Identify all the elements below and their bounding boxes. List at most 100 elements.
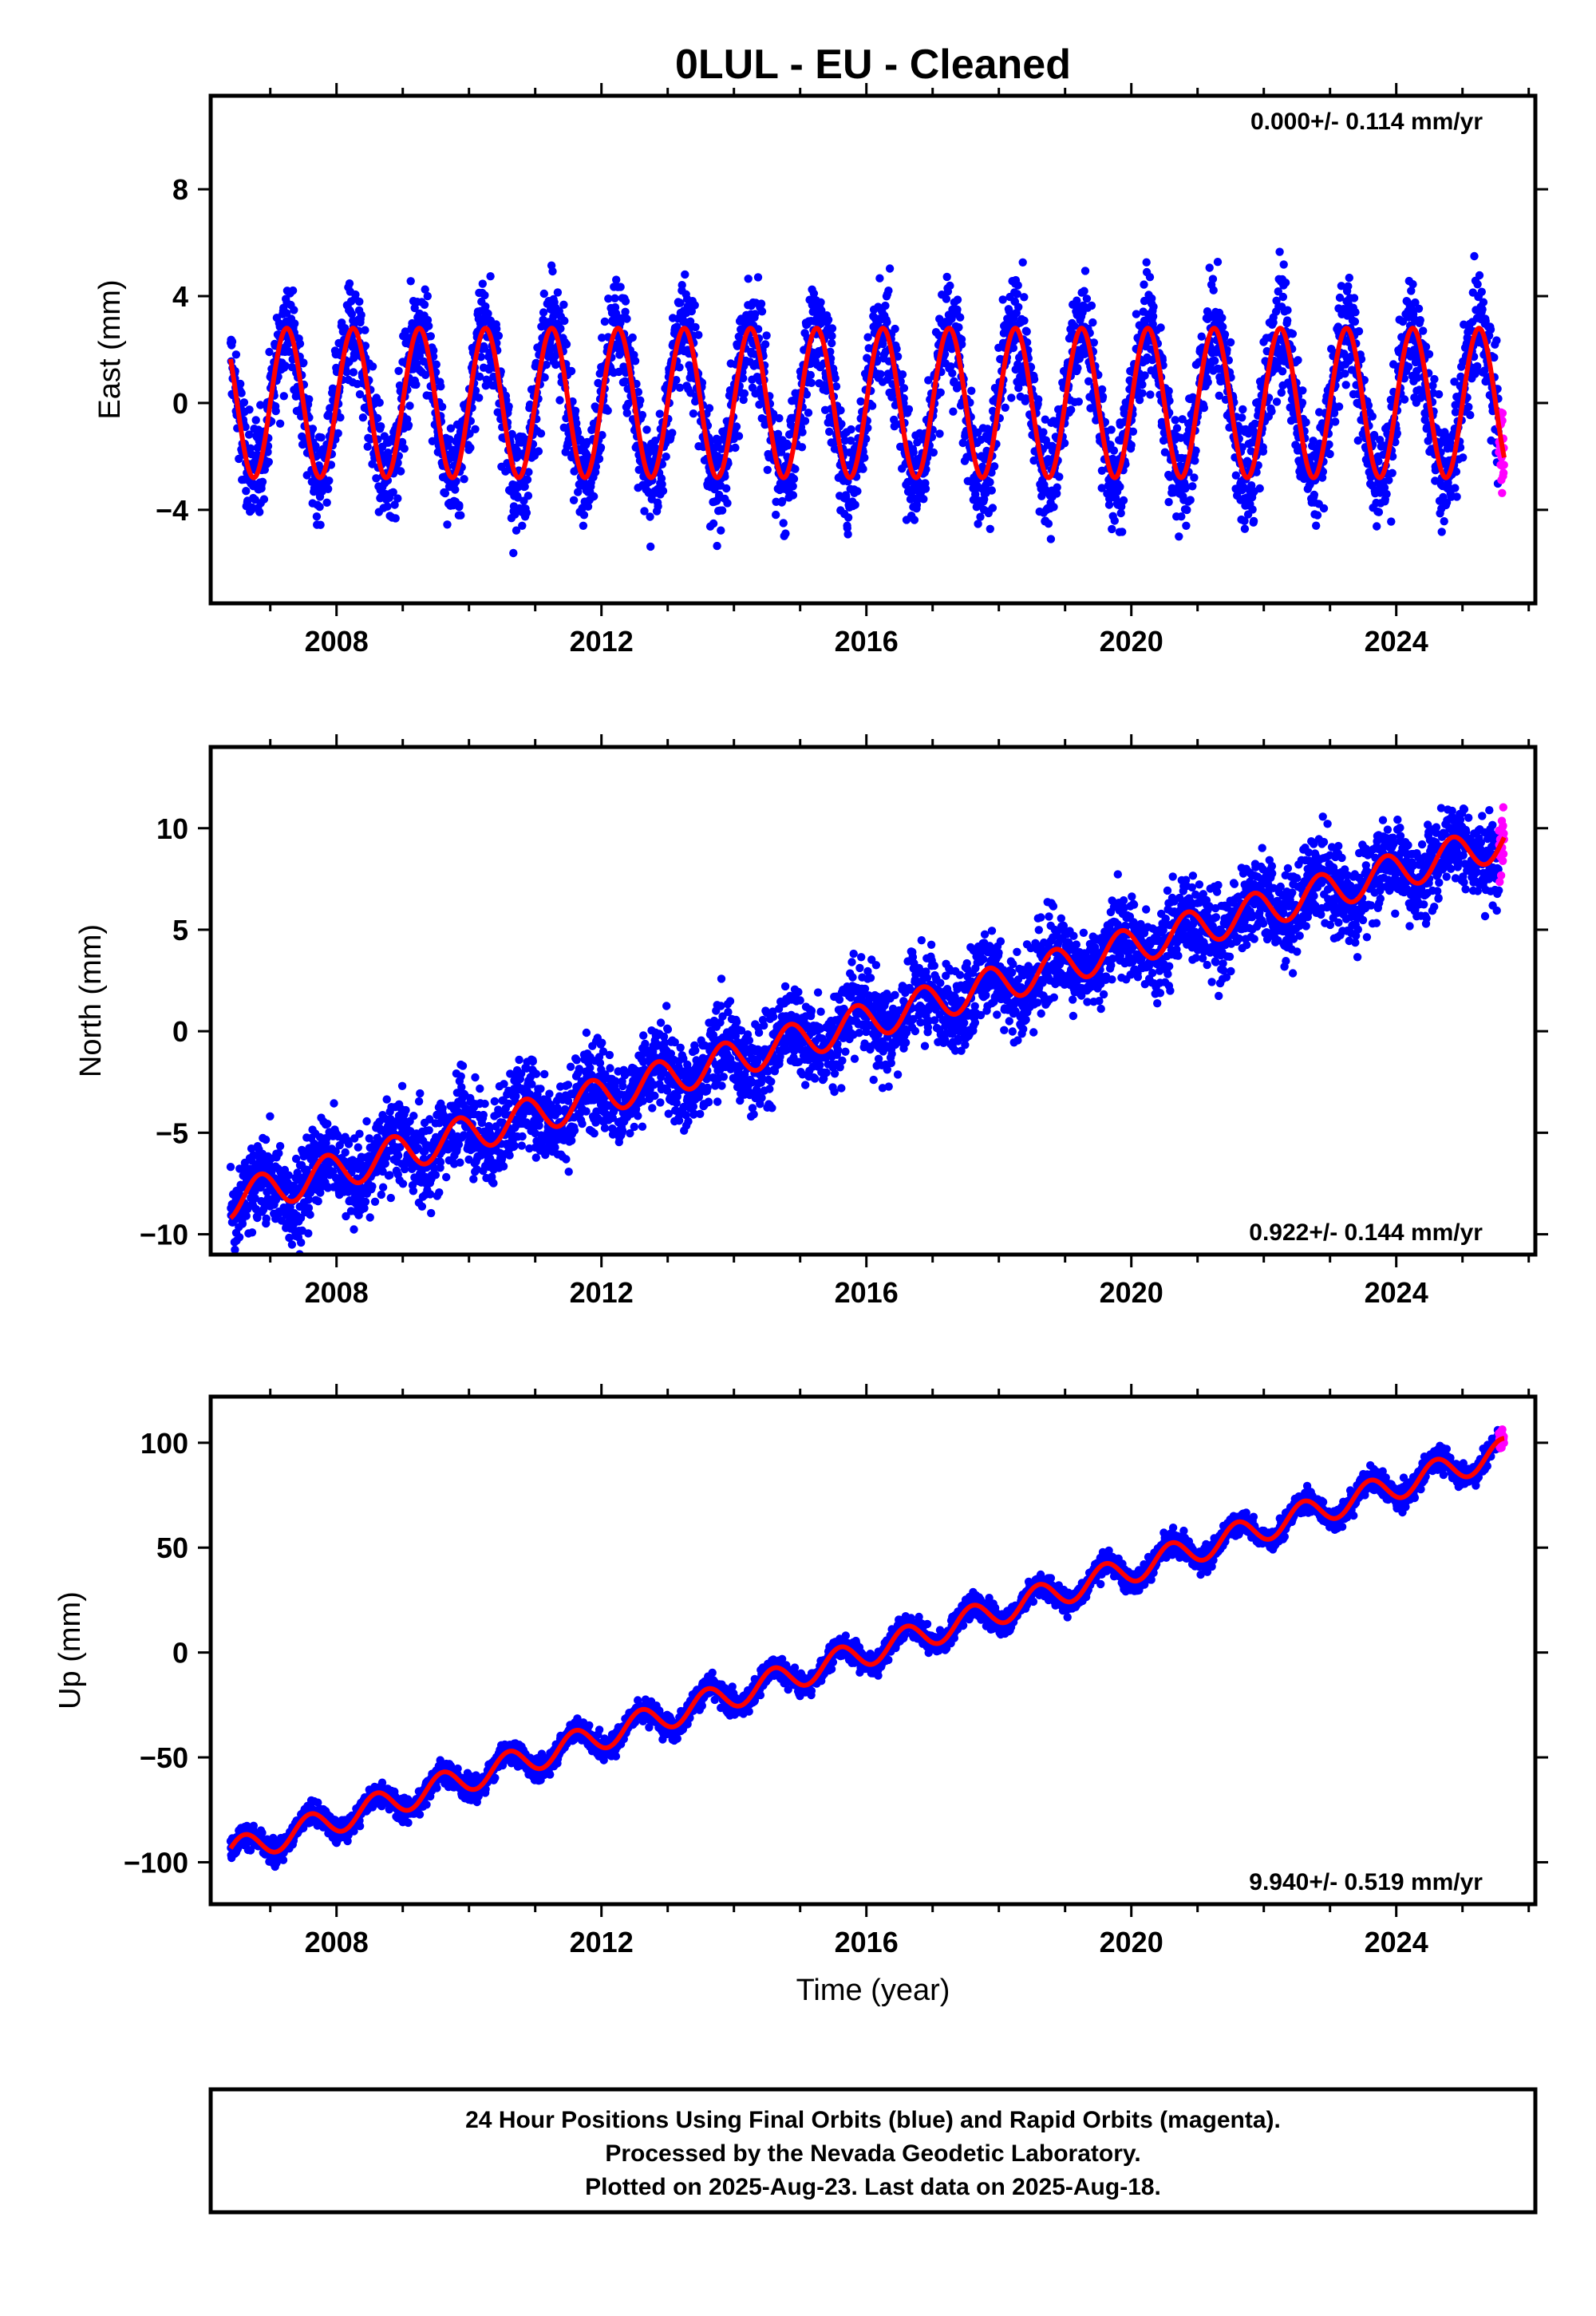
final-orbit-point (596, 443, 606, 452)
y-tick-label: 4 (172, 280, 188, 313)
final-orbit-point (1456, 372, 1465, 381)
final-orbit-point (739, 373, 748, 383)
final-orbit-point (678, 281, 686, 290)
final-orbit-point (1267, 407, 1276, 416)
final-orbit-point (1278, 292, 1288, 302)
final-orbit-point (763, 465, 772, 474)
final-orbit-point (655, 409, 664, 418)
final-orbit-point (595, 454, 604, 464)
final-orbit-point (1104, 500, 1114, 509)
x-tick-label: 2016 (835, 625, 899, 658)
final-orbit-point (837, 420, 846, 429)
final-orbit-point (555, 396, 564, 405)
final-orbit-point (1486, 325, 1495, 334)
final-orbit-point (384, 449, 393, 457)
final-orbit-point (1138, 380, 1147, 389)
final-orbit-point (405, 401, 414, 410)
final-orbit-point (723, 499, 732, 508)
final-orbit-point (722, 484, 731, 493)
final-orbit-point (311, 441, 320, 451)
final-orbit-point (690, 301, 699, 310)
final-orbit-point (420, 300, 429, 309)
final-orbit-point (843, 530, 852, 539)
final-orbit-point (1385, 476, 1393, 484)
final-orbit-point (881, 301, 890, 310)
final-orbit-point (314, 1197, 322, 1206)
final-orbit-point (1164, 497, 1173, 507)
final-orbit-point (228, 1255, 236, 1263)
final-orbit-point (713, 541, 721, 551)
final-orbit-point (401, 1105, 410, 1115)
final-orbit-point (1209, 286, 1218, 294)
final-orbit-point (1039, 428, 1048, 437)
final-orbit-point (1215, 391, 1224, 400)
final-orbit-point (282, 309, 291, 318)
final-orbit-point (1430, 374, 1439, 384)
final-orbit-point (1135, 396, 1144, 405)
final-orbit-point (316, 1188, 325, 1197)
final-orbit-point (1022, 338, 1032, 347)
final-orbit-point (524, 468, 533, 476)
final-orbit-point (523, 475, 532, 484)
final-orbit-point (476, 353, 485, 362)
final-orbit-point (846, 437, 855, 445)
final-orbit-point (859, 464, 867, 473)
final-orbit-point (694, 330, 703, 339)
final-orbit-point (443, 520, 452, 529)
final-orbit-point (1473, 280, 1482, 289)
final-orbit-point (1421, 342, 1431, 351)
final-orbit-point (579, 521, 588, 530)
final-orbit-point (910, 516, 919, 524)
final-orbit-point (275, 1141, 285, 1151)
final-orbit-point (1046, 535, 1056, 543)
final-orbit-point (1013, 281, 1022, 290)
final-orbit-point (1473, 362, 1482, 371)
final-orbit-point (1164, 386, 1173, 396)
final-orbit-point (1127, 441, 1136, 449)
final-orbit-point (465, 429, 474, 438)
final-orbit-point (397, 437, 407, 447)
final-orbit-point (1354, 326, 1364, 336)
final-orbit-point (598, 431, 606, 440)
final-orbit-point (382, 1095, 391, 1104)
final-orbit-point (492, 324, 501, 334)
final-orbit-point (1146, 390, 1155, 399)
final-orbit-point (1067, 405, 1076, 414)
final-orbit-point (1479, 366, 1489, 375)
final-orbit-point (539, 308, 548, 317)
final-orbit-point (362, 1117, 371, 1126)
final-orbit-point (681, 270, 689, 279)
final-orbit-point (1298, 398, 1307, 407)
final-orbit-point (480, 290, 489, 300)
final-orbit-point (245, 405, 254, 414)
final-orbit-point (377, 1190, 385, 1199)
final-orbit-point (290, 306, 298, 314)
final-orbit-point (382, 1152, 391, 1162)
final-orbit-point (357, 310, 365, 319)
final-orbit-points (226, 247, 1503, 558)
final-orbit-point (373, 413, 382, 423)
final-orbit-point (828, 331, 836, 341)
final-orbit-point (1414, 304, 1424, 313)
final-orbit-point (518, 521, 527, 530)
final-orbit-point (1160, 448, 1170, 456)
final-orbit-point (484, 309, 492, 318)
y-tick-label: −4 (156, 494, 188, 527)
final-orbit-point (642, 425, 651, 434)
final-orbit-point (262, 1214, 271, 1223)
final-orbit-point (604, 294, 613, 303)
final-orbit-point (380, 432, 389, 441)
rapid-orbit-point (1499, 460, 1508, 469)
final-orbit-point (271, 1196, 281, 1204)
final-orbit-point (347, 310, 357, 318)
final-orbit-point (391, 514, 400, 523)
final-orbit-point (788, 482, 797, 491)
final-orbit-point (455, 500, 464, 510)
final-orbit-point (1110, 516, 1120, 525)
final-orbit-point (1213, 258, 1223, 267)
final-orbit-point (658, 486, 668, 496)
final-orbit-point (261, 1135, 271, 1144)
final-orbit-point (904, 405, 914, 413)
final-orbit-point (949, 407, 958, 416)
final-orbit-point (544, 348, 554, 357)
